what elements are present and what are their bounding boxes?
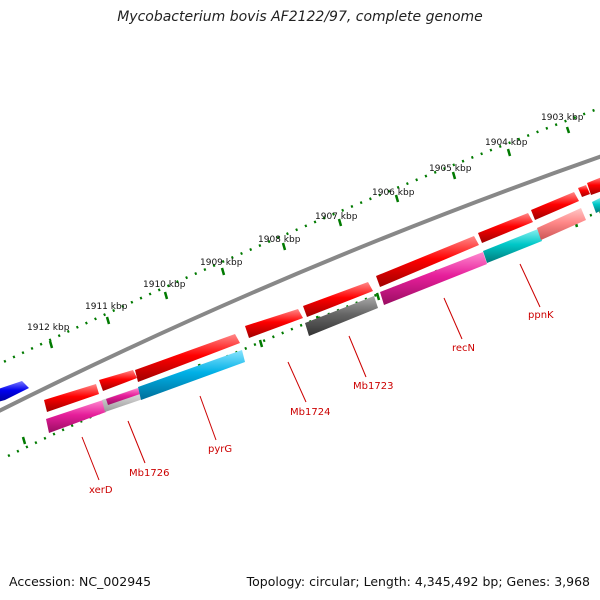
gene-fwd-4[interactable]	[245, 309, 303, 338]
gene-fwd-1[interactable]	[44, 384, 99, 412]
scale-label-1904: 1904 kbp	[485, 138, 528, 148]
gene-Mb1726-overlap[interactable]	[106, 388, 140, 405]
gene-label-recN: recN	[452, 343, 475, 354]
accession-text: Accession: NC_002945	[9, 574, 152, 589]
gene-label-Mb1723: Mb1723	[353, 381, 393, 392]
gene-xerD[interactable]	[46, 400, 106, 433]
scale-label-1907: 1907 kbp	[315, 212, 358, 222]
map-title: Mycobacterium bovis AF2122/97, complete …	[117, 9, 483, 25]
scale-label-1912: 1912 kbp	[27, 323, 70, 333]
gene-fwd-6[interactable]	[376, 236, 479, 287]
gene-fwd-7[interactable]	[478, 213, 533, 243]
genome-summary-text: Topology: circular; Length: 4,345,492 bp…	[246, 574, 590, 589]
gene-fwd-10[interactable]	[587, 177, 600, 195]
gene-pyrG[interactable]	[138, 350, 245, 400]
gene-Mb1723[interactable]	[305, 296, 378, 336]
gene-recN[interactable]	[380, 252, 487, 305]
scale-label-1905: 1905 kbp	[429, 164, 472, 174]
gene-fwd-3[interactable]	[135, 334, 240, 382]
gene-label-xerD: xerD	[89, 485, 113, 496]
reverse-strand-genes	[46, 197, 600, 433]
scale-label-1911: 1911 kbp	[85, 302, 128, 312]
gene-label-ppnK: ppnK	[528, 310, 554, 321]
gene-label-Mb1726: Mb1726	[129, 468, 169, 479]
scale-label-1909: 1909 kbp	[200, 258, 243, 268]
gene-labels: ppnK recN Mb1723 Mb1724 pyrG Mb1726 xerD	[89, 310, 554, 496]
gene-teal-edge[interactable]	[592, 197, 600, 213]
gene-fwd-8[interactable]	[531, 192, 579, 220]
scale-labels: 1903 kbp 1904 kbp 1905 kbp 1906 kbp 1907…	[27, 113, 584, 333]
outer-scale	[0, 106, 600, 366]
scale-label-1903: 1903 kbp	[541, 113, 584, 123]
gene-fwd-2[interactable]	[99, 370, 137, 391]
gene-label-pyrG: pyrG	[208, 444, 232, 455]
gene-blue[interactable]	[0, 381, 29, 402]
gene-ppnK[interactable]	[483, 229, 542, 263]
gene-pink[interactable]	[537, 208, 586, 240]
gene-callouts	[81, 263, 541, 481]
gene-label-Mb1724: Mb1724	[290, 407, 330, 418]
genome-backbone	[0, 154, 600, 413]
gene-fwd-5[interactable]	[303, 282, 373, 317]
gene-fwd-9[interactable]	[578, 185, 590, 197]
scale-label-1910: 1910 kbp	[143, 280, 186, 290]
forward-strand-genes	[0, 177, 600, 412]
scale-label-1908: 1908 kbp	[258, 235, 301, 245]
scale-label-1906: 1906 kbp	[372, 188, 415, 198]
